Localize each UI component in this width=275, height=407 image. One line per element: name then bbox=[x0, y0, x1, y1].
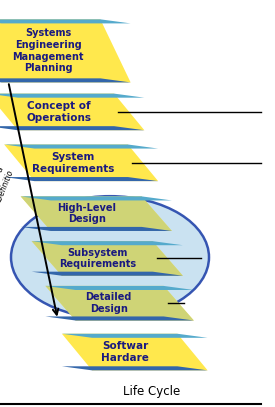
Polygon shape bbox=[62, 334, 208, 370]
Polygon shape bbox=[45, 286, 194, 321]
Polygon shape bbox=[62, 366, 208, 370]
Polygon shape bbox=[21, 197, 172, 231]
Polygon shape bbox=[0, 94, 144, 130]
Text: Detailed
Design: Detailed Design bbox=[86, 292, 132, 314]
Polygon shape bbox=[0, 79, 131, 82]
Text: Softwar
Hardare: Softwar Hardare bbox=[101, 341, 149, 363]
Polygon shape bbox=[32, 272, 183, 276]
Text: Concept of
Operations: Concept of Operations bbox=[27, 101, 92, 123]
Ellipse shape bbox=[11, 196, 209, 318]
Polygon shape bbox=[4, 144, 158, 181]
Polygon shape bbox=[45, 317, 194, 321]
Text: Subsystem
Requirements: Subsystem Requirements bbox=[59, 247, 136, 269]
Text: High-Level
Design: High-Level Design bbox=[57, 203, 116, 225]
Text: mposition a
nd Definitio: mposition a nd Definitio bbox=[0, 165, 25, 218]
Text: Systems
Engineering
Management
Planning: Systems Engineering Management Planning bbox=[12, 28, 84, 73]
Polygon shape bbox=[4, 177, 158, 181]
Polygon shape bbox=[4, 144, 158, 149]
Polygon shape bbox=[45, 286, 194, 290]
Polygon shape bbox=[32, 241, 183, 276]
Text: Life Cycle: Life Cycle bbox=[123, 385, 180, 398]
Polygon shape bbox=[21, 197, 172, 201]
Polygon shape bbox=[62, 334, 208, 338]
Polygon shape bbox=[21, 197, 172, 231]
Polygon shape bbox=[0, 19, 131, 23]
Polygon shape bbox=[45, 286, 194, 321]
Polygon shape bbox=[32, 241, 183, 276]
Polygon shape bbox=[32, 241, 183, 245]
Polygon shape bbox=[0, 126, 144, 130]
Polygon shape bbox=[21, 227, 172, 231]
Polygon shape bbox=[0, 19, 131, 82]
Polygon shape bbox=[0, 94, 144, 98]
Text: System
Requirements: System Requirements bbox=[32, 152, 114, 174]
